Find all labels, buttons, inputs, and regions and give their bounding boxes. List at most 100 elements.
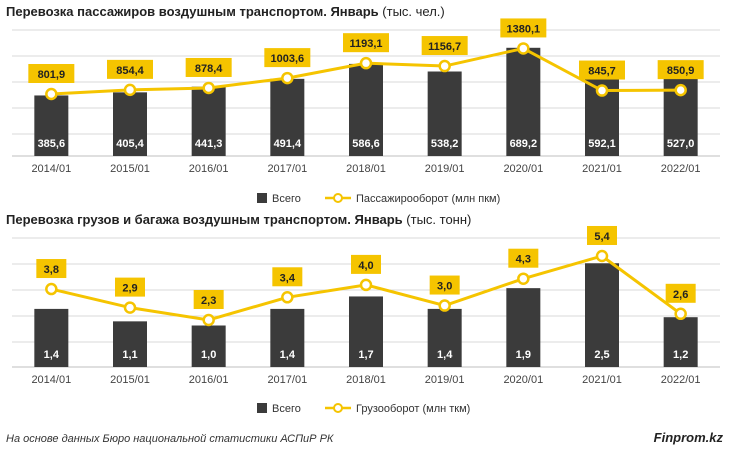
line-value-label: 878,4	[195, 63, 223, 75]
line-value-box	[107, 59, 153, 79]
cargo-chart: 1,4 1,1 1,0 1,4 1,7 1,4 1,9 2,5 1,2 3,8 2,9 2,3 3,4 4…	[12, 225, 720, 415]
passenger-chart: 385,6 405,4 441,3 491,4 586,6 538,2 689,2 592,1…	[12, 18, 720, 205]
bar-value-label: 441,3	[195, 138, 223, 150]
bar	[349, 63, 383, 156]
line-value-label: 801,9	[38, 69, 66, 81]
x-tick-label: 2015/01	[110, 163, 150, 175]
line-point	[674, 83, 687, 97]
legend-bar-swatch	[257, 403, 267, 413]
line-point	[674, 307, 687, 321]
bar-value-label: 1,4	[44, 349, 60, 361]
bar-value-label: 1,7	[358, 349, 373, 361]
line-point	[359, 56, 373, 70]
line-value-label: 1193,1	[349, 38, 382, 50]
bar-value-label: 689,2	[510, 138, 538, 150]
line-value-label: 4,0	[358, 260, 373, 272]
legend-line-marker	[333, 193, 343, 203]
line-value-box	[508, 248, 539, 268]
bar	[270, 78, 305, 156]
line-value-label: 4,3	[516, 254, 531, 266]
line-value-box	[272, 267, 303, 287]
x-tick-label: 2020/01	[503, 163, 543, 175]
line-value-label: 3,4	[280, 272, 296, 284]
bar	[427, 71, 462, 156]
line-point	[202, 81, 215, 95]
line-value-label: 845,7	[588, 66, 616, 78]
line-value-box	[115, 277, 145, 297]
line-point	[438, 59, 451, 73]
line-point	[123, 83, 137, 97]
bar-value-label: 1,4	[437, 349, 453, 361]
legend-line-marker	[333, 403, 343, 413]
bar	[506, 288, 541, 367]
x-tick-label: 2016/01	[189, 163, 229, 175]
line-point	[45, 87, 58, 101]
bar	[270, 308, 305, 367]
line-value-box	[579, 60, 625, 80]
line-value-label: 3,8	[44, 264, 59, 276]
bar-value-label: 385,6	[38, 138, 66, 150]
line-value-box	[343, 33, 389, 53]
brand-label: Finprom.kz	[653, 430, 723, 445]
bar	[34, 308, 69, 367]
line-value-box	[351, 254, 381, 274]
chart-1-title: Перевозка пассажиров воздушным транспорт…	[6, 4, 445, 19]
legend-line-label: Грузооборот (млн ткм)	[356, 403, 470, 415]
bar-value-label: 586,6	[352, 138, 380, 150]
line-value-label: 5,4	[594, 231, 610, 243]
bar-value-label: 405,4	[116, 138, 144, 150]
line-point	[123, 301, 137, 314]
bar-value-label: 527,0	[667, 138, 695, 150]
bar	[663, 317, 698, 367]
line-value-box	[36, 259, 67, 279]
line-point	[517, 272, 530, 285]
x-tick-label: 2014/01	[31, 163, 71, 175]
x-tick-label: 2017/01	[267, 374, 307, 386]
x-tick-label: 2020/01	[503, 374, 543, 386]
x-tick-label: 2014/01	[31, 374, 71, 386]
line-point	[45, 282, 58, 296]
bar	[34, 95, 69, 156]
legend-line-label: Пассажирооборот (млн пкм)	[356, 193, 500, 205]
line-value-label: 2,6	[673, 289, 688, 301]
legend-bar-swatch	[257, 193, 267, 203]
line-point	[202, 313, 215, 327]
line-point	[595, 249, 609, 263]
bar	[113, 92, 147, 156]
x-tick-label: 2017/01	[267, 163, 307, 175]
line-point	[359, 278, 373, 292]
x-tick-label: 2016/01	[189, 374, 229, 386]
line-point	[438, 299, 451, 312]
line-value-label: 854,4	[116, 65, 144, 77]
bar-value-label: 1,0	[201, 349, 216, 361]
line-point	[281, 291, 294, 304]
line-point	[595, 84, 609, 97]
line-value-label: 2,9	[122, 283, 137, 295]
line-point	[517, 42, 530, 55]
bar-value-label: 1,1	[122, 349, 137, 361]
line-value-box	[657, 60, 704, 80]
x-tick-label: 2018/01	[346, 374, 386, 386]
line-value-box	[587, 225, 617, 245]
bar-value-label: 2,5	[594, 349, 609, 361]
bar-value-label: 1,4	[280, 349, 296, 361]
x-tick-label: 2019/01	[425, 163, 465, 175]
line-value-box	[28, 64, 75, 83]
x-tick-label: 2021/01	[582, 163, 622, 175]
bar	[349, 296, 383, 367]
bar-value-label: 538,2	[431, 138, 459, 150]
line-value-label: 1003,6	[271, 53, 305, 65]
bar	[113, 321, 147, 367]
legend-bar-label: Всего	[272, 403, 301, 415]
bar	[585, 263, 619, 367]
x-tick-label: 2022/01	[661, 374, 701, 386]
x-tick-label: 2022/01	[661, 163, 701, 175]
x-tick-label: 2021/01	[582, 374, 622, 386]
line-value-box	[429, 275, 460, 295]
line-value-box	[193, 290, 224, 309]
line-point	[281, 71, 294, 85]
bar	[427, 308, 462, 367]
line-value-box	[185, 57, 232, 77]
source-note: На основе данных Бюро национальной стати…	[6, 433, 334, 445]
line-value-box	[421, 36, 468, 56]
